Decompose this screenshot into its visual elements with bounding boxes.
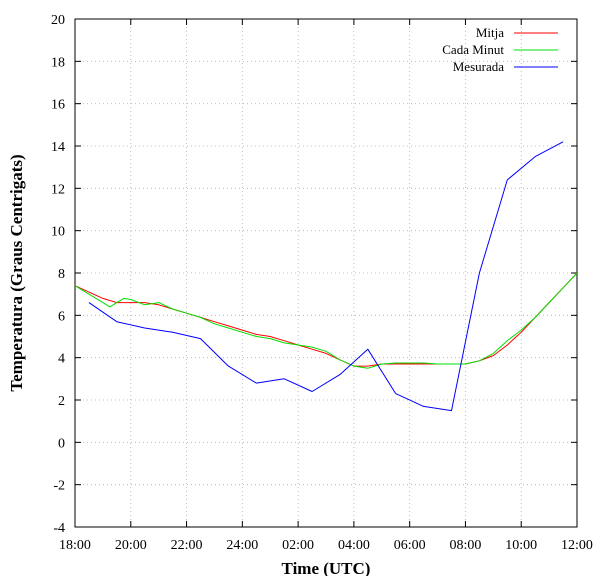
y-tick-label: 6	[58, 309, 65, 324]
y-tick-label: 4	[58, 352, 65, 367]
legend-label-mitja: Mitja	[476, 25, 504, 40]
series-line-cada-minut	[74, 272, 578, 369]
y-tick-label: -4	[53, 521, 65, 536]
legend-label-mesurada: Mesurada	[453, 59, 504, 74]
y-tick-label: 10	[51, 225, 65, 240]
series-line-mitja	[74, 272, 578, 367]
x-tick-label: 06:00	[394, 538, 426, 553]
x-tick-label: 08:00	[449, 538, 481, 553]
y-tick-label: 8	[58, 267, 65, 282]
x-tick-label: 04:00	[338, 538, 370, 553]
y-tick-label: 20	[51, 13, 65, 28]
legend: Mitja Cada Minut Mesurada	[442, 25, 558, 74]
series-lines	[74, 141, 578, 412]
y-tick-label: 2	[58, 394, 65, 409]
y-tick-label: 12	[51, 182, 65, 197]
x-tick-label: 10:00	[505, 538, 537, 553]
y-tick-label: -2	[53, 479, 65, 494]
y-tick-label: 18	[51, 55, 65, 70]
x-axis-label: Time (UTC)	[282, 559, 371, 576]
x-tick-label: 18:00	[59, 538, 91, 553]
x-tick-label: 20:00	[115, 538, 147, 553]
y-tick-label: 14	[51, 140, 65, 155]
x-tick-label: 24:00	[226, 538, 258, 553]
y-tick-label: 0	[58, 436, 65, 451]
plot-frame	[74, 18, 578, 528]
x-tick-label: 22:00	[171, 538, 203, 553]
axis-ticks: -4 -2 0 2 4 6 8 10 12 14 16 18 20 18:00 20:00 22:00 24:0…	[51, 13, 593, 553]
grid	[75, 19, 577, 527]
x-tick-label: 12:00	[561, 538, 593, 553]
legend-label-cada-minut: Cada Minut	[442, 42, 504, 57]
y-axis-label: Temperatura (Graus Centrigats)	[7, 154, 26, 391]
y-tick-label: 16	[51, 98, 65, 113]
series-line-mesurada	[88, 141, 564, 412]
x-tick-label: 02:00	[282, 538, 314, 553]
